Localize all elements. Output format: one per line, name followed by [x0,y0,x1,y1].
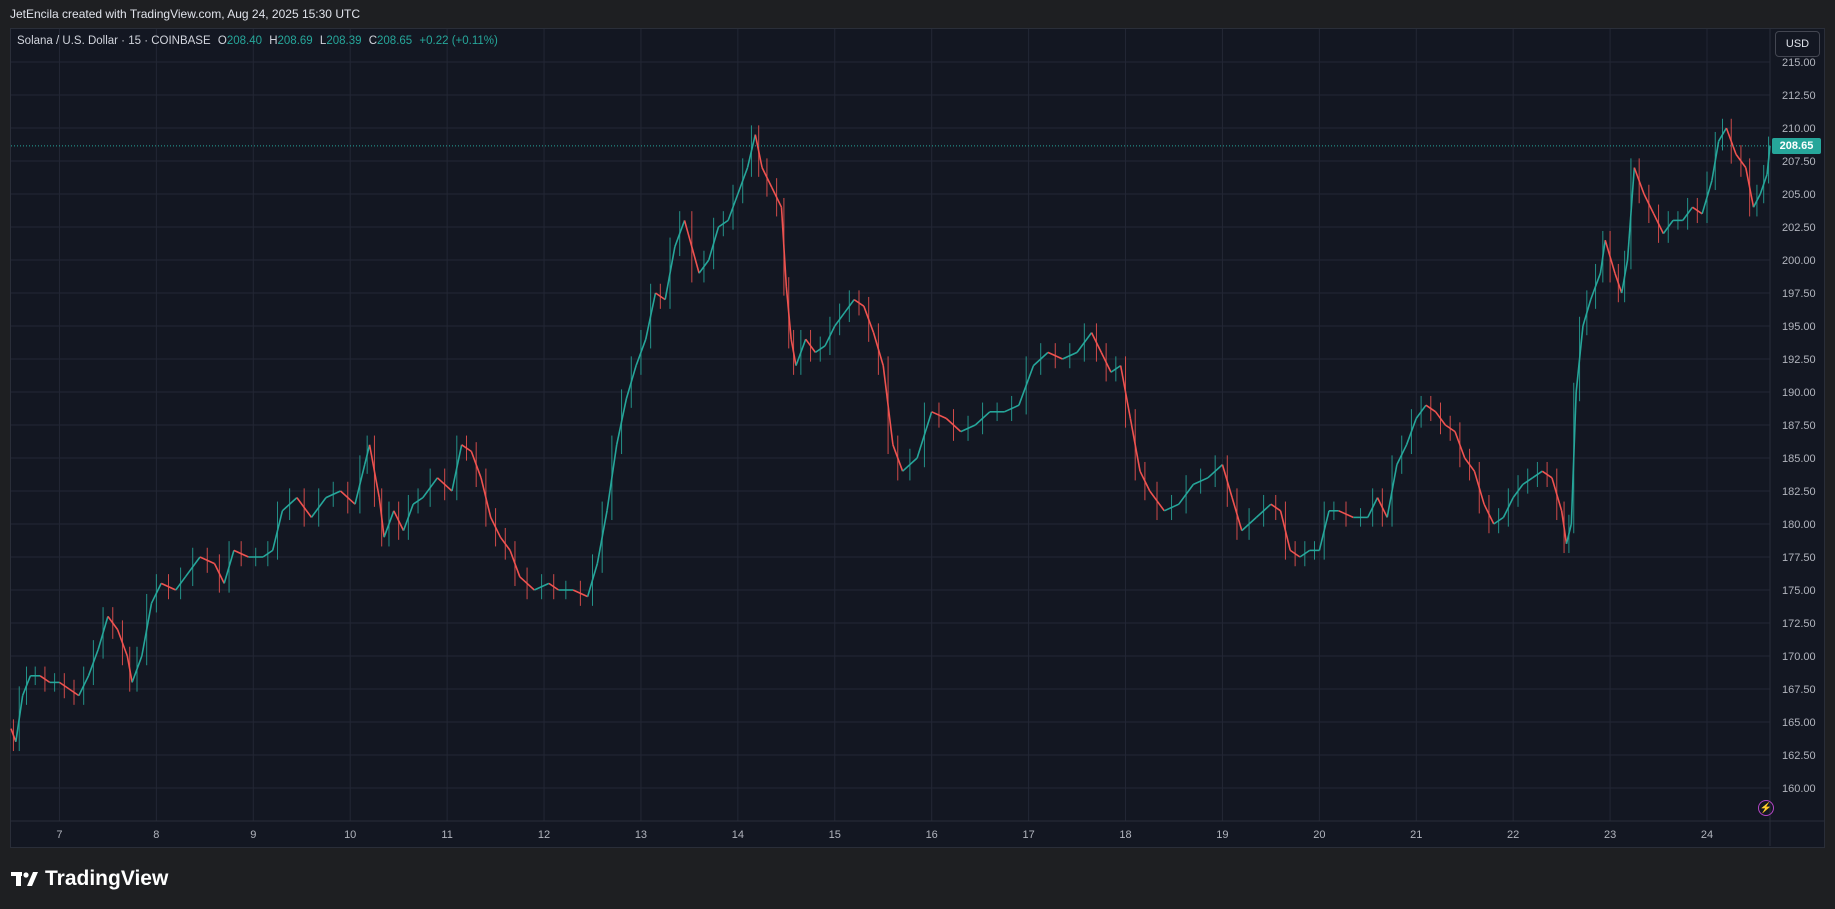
y-tick-label: 165.00 [1782,717,1816,729]
y-tick-label: 212.50 [1782,90,1816,102]
change-value: +0.22 (+0.11%) [419,35,498,47]
tradingview-logo-icon [11,872,38,886]
y-tick-label: 195.00 [1782,321,1816,333]
x-tick-label: 12 [538,829,550,841]
chart-frame[interactable] [10,28,1825,848]
x-tick-label: 11 [441,829,452,841]
high-label: H [269,35,278,47]
currency-button[interactable]: USD [1775,31,1820,57]
y-tick-label: 160.00 [1782,783,1816,795]
symbol-label[interactable]: Solana / U.S. Dollar · 15 · COINBASE [17,35,211,47]
y-tick-label: 207.50 [1782,156,1816,168]
x-tick-label: 10 [344,829,356,841]
open-value: 208.40 [226,35,262,47]
y-tick-label: 172.50 [1782,618,1816,630]
close-value: 208.65 [377,35,413,47]
x-tick-label: 17 [1022,829,1034,841]
y-tick-label: 182.50 [1782,486,1816,498]
chart-legend: Solana / U.S. Dollar · 15 · COINBASE O20… [17,35,498,47]
y-tick-label: 200.00 [1782,255,1816,267]
x-tick-label: 15 [829,829,841,841]
close-label: C [368,35,378,47]
x-tick-label: 8 [153,829,159,841]
x-tick-label: 9 [250,829,256,841]
y-tick-label: 180.00 [1782,519,1816,531]
brand-logo[interactable]: TradingView [11,866,168,892]
lightning-icon[interactable]: ⚡ [1758,800,1774,816]
y-tick-label: 202.50 [1782,222,1816,234]
y-tick-label: 187.50 [1782,420,1816,432]
y-tick-label: 185.00 [1782,453,1816,465]
y-tick-label: 197.50 [1782,288,1816,300]
x-tick-label: 16 [926,829,938,841]
x-tick-label: 18 [1119,829,1131,841]
x-tick-label: 14 [732,829,744,841]
y-tick-label: 205.00 [1782,189,1816,201]
open-label: O [217,35,227,47]
x-tick-label: 19 [1216,829,1228,841]
y-tick-label: 167.50 [1782,684,1816,696]
x-tick-label: 7 [56,829,62,841]
low-label: L [319,35,327,47]
y-tick-label: 170.00 [1782,651,1816,663]
x-tick-label: 22 [1507,829,1519,841]
brand-name: TradingView [45,867,169,890]
x-tick-label: 20 [1313,829,1325,841]
x-tick-label: 24 [1701,829,1713,841]
attribution-text: JetEncila created with TradingView.com, … [10,7,360,21]
y-tick-label: 210.00 [1782,123,1816,135]
x-tick-label: 13 [635,829,647,841]
x-tick-label: 21 [1410,829,1422,841]
y-tick-label: 177.50 [1782,552,1816,564]
high-value: 208.69 [277,35,313,47]
y-tick-label: 190.00 [1782,387,1816,399]
attribution-bar: JetEncila created with TradingView.com, … [0,0,1835,28]
last-price-label: 208.65 [1772,137,1821,154]
y-tick-label: 192.50 [1782,354,1816,366]
x-tick-label: 23 [1604,829,1616,841]
low-value: 208.39 [326,35,362,47]
y-tick-label: 175.00 [1782,585,1816,597]
y-tick-label: 215.00 [1782,57,1816,69]
y-tick-label: 162.50 [1782,750,1816,762]
